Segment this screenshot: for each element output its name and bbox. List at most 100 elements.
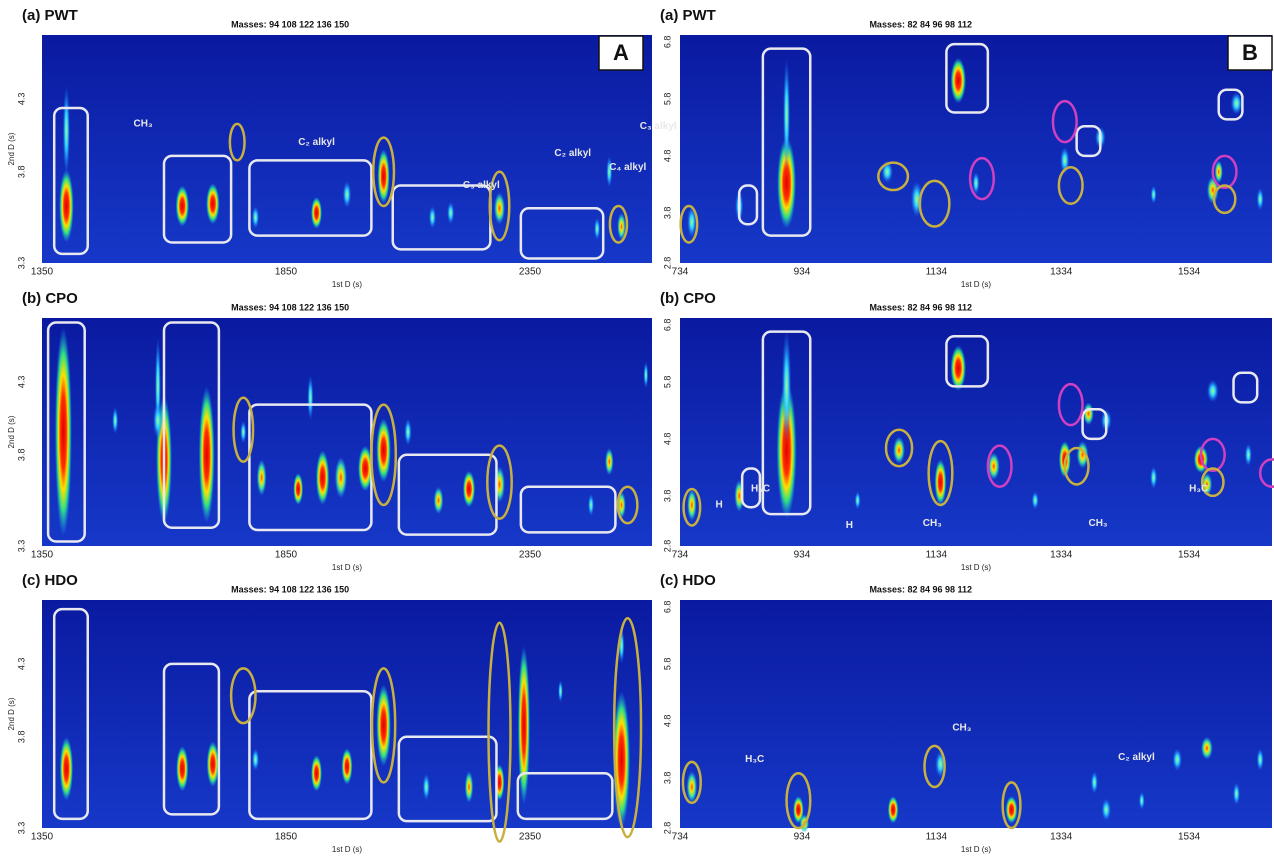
peak	[951, 345, 966, 391]
y-tick-label: 5.8	[662, 376, 672, 389]
peak	[518, 646, 530, 806]
x-axis-label: 1st D (s)	[332, 845, 363, 854]
peak	[63, 85, 70, 176]
y-tick-label: 3.3	[16, 257, 26, 270]
structure-label: C₄ alkyl	[609, 162, 646, 173]
y-tick-label: 3.8	[16, 731, 26, 744]
y-tick-label: 4.8	[662, 150, 672, 163]
peak	[376, 418, 391, 482]
y-tick-label: 5.8	[662, 93, 672, 106]
structure-label: H	[716, 500, 723, 511]
peak	[893, 437, 905, 464]
masses-label: Masses: 94 108 122 136 150	[231, 302, 349, 312]
structure-label: C₃ alkyl	[640, 121, 677, 132]
panel: (b) CPOMasses: 94 108 122 136 1501350185…	[7, 290, 652, 572]
y-tick-label: 4.3	[16, 658, 26, 671]
panel-label: (a) PWT	[22, 7, 78, 24]
x-tick-label: 1334	[1050, 832, 1073, 843]
plot-area	[680, 600, 1272, 828]
panel-label: (c) HDO	[660, 572, 716, 589]
peak	[494, 192, 505, 224]
peak	[1233, 782, 1240, 805]
peak	[463, 471, 475, 507]
structure-label: CH₃	[952, 722, 971, 733]
peak	[1257, 748, 1264, 771]
x-tick-label: 734	[672, 832, 689, 843]
peak	[252, 206, 259, 229]
structure-label: CH₃	[134, 119, 153, 130]
plot-area	[680, 318, 1272, 546]
peak	[1151, 185, 1157, 203]
x-tick-label: 1134	[926, 832, 948, 843]
peak	[1245, 443, 1252, 466]
masses-label: Masses: 82 84 96 98 112	[869, 302, 972, 312]
y-tick-label: 3.8	[16, 166, 26, 179]
peak	[935, 459, 947, 505]
x-tick-label: 2350	[519, 550, 542, 561]
x-tick-label: 1850	[275, 550, 298, 561]
peak	[782, 329, 791, 443]
peak	[434, 487, 444, 514]
peak	[307, 375, 313, 421]
plot-area	[42, 600, 652, 828]
x-tick-label: 1350	[31, 267, 54, 278]
peak	[1150, 466, 1157, 489]
peak	[558, 680, 563, 703]
masses-label: Masses: 94 108 122 136 150	[231, 584, 349, 594]
structure-label: C₂ alkyl	[298, 137, 335, 148]
y-tick-label: 2.8	[662, 540, 672, 553]
y-tick-label: 4.8	[662, 433, 672, 446]
y-tick-label: 2.8	[662, 822, 672, 835]
peak	[240, 421, 246, 444]
peak	[343, 181, 352, 208]
peak	[1207, 380, 1219, 403]
x-tick-label: 1350	[31, 832, 54, 843]
y-axis-label: 2nd D (s)	[7, 415, 16, 448]
x-axis-label: 1st D (s)	[961, 563, 992, 572]
peak	[605, 448, 614, 475]
y-tick-label: 6.8	[662, 601, 672, 614]
peak	[1201, 737, 1213, 760]
y-tick-label: 3.8	[662, 490, 672, 503]
peak	[293, 473, 303, 505]
peak	[257, 459, 267, 495]
peak	[588, 494, 594, 517]
y-tick-label: 2.8	[662, 257, 672, 270]
masses-label: Masses: 82 84 96 98 112	[869, 19, 972, 29]
peak	[311, 755, 322, 791]
x-tick-label: 1334	[1050, 550, 1073, 561]
structure-label: H	[846, 520, 853, 531]
panel: H₃CCH₃C₂ alkyl(c) HDOMasses: 82 84 96 98…	[660, 572, 1272, 854]
y-tick-label: 3.3	[16, 822, 26, 835]
x-tick-label: 934	[794, 267, 811, 278]
peak	[1257, 188, 1264, 211]
x-tick-label: 2350	[519, 267, 542, 278]
panel-label: (c) HDO	[22, 572, 78, 589]
x-axis-label: 1st D (s)	[961, 280, 992, 289]
y-tick-label: 4.3	[16, 93, 26, 106]
x-tick-label: 934	[794, 832, 811, 843]
peak	[335, 457, 347, 498]
peak	[342, 748, 353, 784]
panel-label: (b) CPO	[660, 290, 716, 307]
masses-label: Masses: 94 108 122 136 150	[231, 19, 349, 29]
y-tick-label: 4.8	[662, 715, 672, 728]
peak	[404, 418, 411, 445]
peak	[60, 737, 73, 801]
x-tick-label: 934	[794, 550, 811, 561]
structure-label: H₃C	[751, 484, 770, 495]
x-axis-label: 1st D (s)	[332, 280, 363, 289]
peak	[687, 489, 696, 521]
structure-label: CH₃	[1088, 518, 1107, 529]
x-tick-label: 1134	[926, 550, 948, 561]
peak	[153, 402, 163, 438]
peak	[423, 773, 430, 800]
x-tick-label: 2350	[519, 832, 542, 843]
x-axis-label: 1st D (s)	[332, 563, 363, 572]
peak	[447, 201, 454, 224]
peak	[376, 684, 391, 766]
x-tick-label: 1134	[926, 267, 948, 278]
peak	[643, 361, 648, 388]
